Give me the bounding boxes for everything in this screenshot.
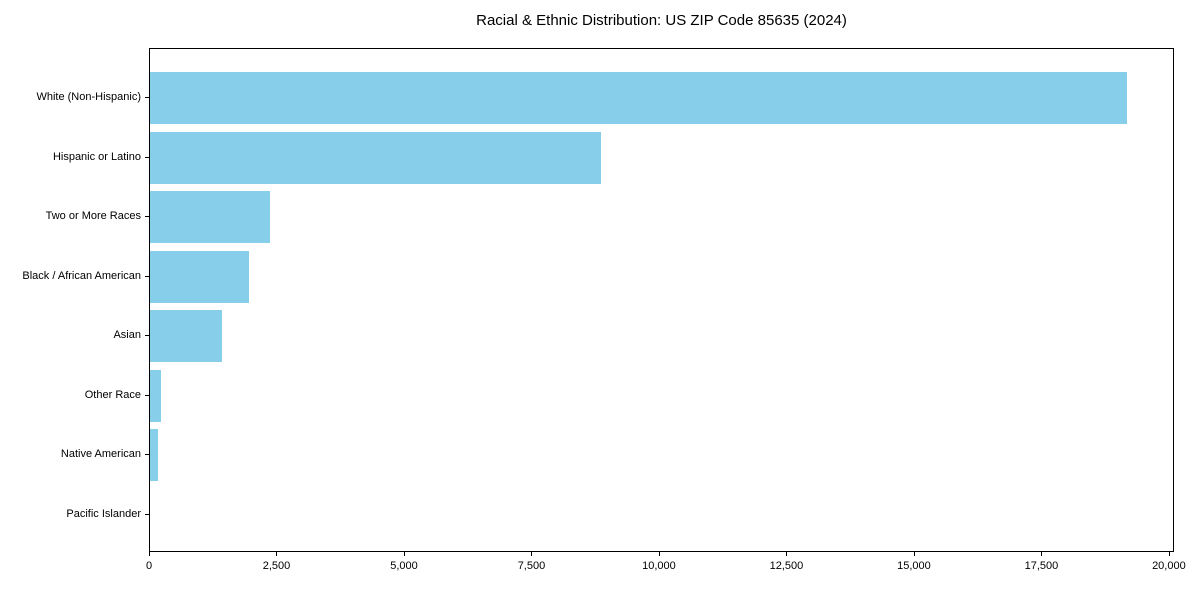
- y-tick-label: Asian: [113, 329, 141, 342]
- y-axis-labels: White (Non-Hispanic) Hispanic or Latino Tw…: [0, 48, 141, 552]
- x-tick-label: 20,000: [1152, 560, 1186, 572]
- plot-area: [149, 48, 1174, 552]
- x-tick: [658, 552, 660, 556]
- y-tick: [145, 394, 149, 396]
- x-tick: [786, 552, 788, 556]
- x-tick: [1041, 552, 1043, 556]
- y-tick: [145, 335, 149, 337]
- x-tick: [1168, 552, 1170, 556]
- x-tick: [913, 552, 915, 556]
- x-tick-label: 12,500: [769, 560, 804, 572]
- y-tick: [145, 275, 149, 277]
- y-tick: [145, 97, 149, 98]
- x-tick: [403, 552, 405, 556]
- y-tick-label: White (Non-Hispanic): [36, 91, 141, 103]
- y-tick: [145, 454, 149, 456]
- bar: [150, 72, 1127, 124]
- y-tick-label: Other Race: [84, 388, 141, 401]
- bar: [150, 250, 249, 303]
- bar: [150, 369, 162, 422]
- y-tick-label: Native American: [60, 448, 141, 461]
- x-tick-label: 7,500: [517, 560, 546, 572]
- x-tick-label: 5,000: [390, 560, 418, 572]
- bar: [150, 310, 222, 363]
- y-tick-label: Pacific Islander: [66, 508, 141, 520]
- bar: [150, 191, 270, 244]
- y-tick-label: Hispanic or Latino: [52, 150, 141, 163]
- y-tick-label: Two or More Races: [45, 210, 141, 223]
- x-tick: [276, 552, 278, 556]
- x-tick-label: 2,500: [262, 560, 291, 572]
- x-tick-label: 15,000: [897, 560, 931, 572]
- y-tick: [145, 216, 149, 218]
- y-tick: [145, 156, 149, 158]
- bar: [150, 429, 158, 482]
- y-tick-label: Black / African American: [22, 269, 141, 282]
- x-tick-label: 0: [145, 560, 153, 572]
- x-tick-label: 10,000: [642, 560, 676, 572]
- y-tick: [145, 514, 149, 515]
- chart-title: Racial & Ethnic Distribution: US ZIP Cod…: [476, 12, 847, 29]
- x-tick: [531, 552, 533, 556]
- x-tick: [149, 552, 150, 556]
- x-tick-label: 17,500: [1024, 560, 1059, 572]
- bar: [150, 131, 601, 184]
